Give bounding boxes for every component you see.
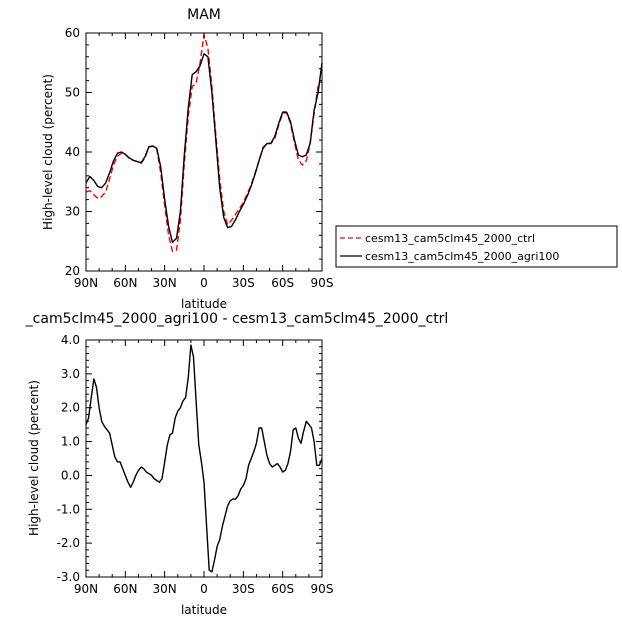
legend-box [335,225,618,268]
bottom-panel: _cam5clm45_2000_agri100 - cesm13_cam5clm… [25,311,449,617]
bottom-difference-line [85,344,323,573]
top-x-tick-label: 30S [232,276,255,290]
top-y-tick-label: 20 [65,264,80,278]
bottom-y-tick-label: 2.0 [61,401,80,415]
top-y-tick-label: 50 [65,86,80,100]
top-axes: 90N 60N 30N 0 30S 60S 90S 20 30 40 50 60 [65,26,334,290]
bottom-x-axis-label: latitude [181,603,227,617]
top-title: MAM [187,7,221,23]
top-x-tick-label: 60S [271,276,294,290]
bottom-title: _cam5clm45_2000_agri100 - cesm13_cam5clm… [25,311,449,327]
bottom-x-tick-label: 30N [153,582,177,596]
bottom-x-tick-label: 30S [232,582,255,596]
bottom-x-tick-label: 90N [74,582,98,596]
bottom-axes: 90N 60N 30N 0 30S 60S 90S 4.0 3.0 2.0 1.0 0.0 -1.0 -2… [57,333,334,596]
bottom-x-tick-label: 60N [113,582,137,596]
top-series-cesm13-cam5clm45-2000-agri100 [85,53,323,244]
bottom-x-tick-label: 90S [311,582,334,596]
legend-label-agri100: cesm13_cam5clm45_2000_agri100 [365,250,559,263]
top-x-tick-label: 30N [153,276,177,290]
bottom-y-tick-label: 4.0 [61,333,80,347]
legend-label-ctrl: cesm13_cam5clm45_2000_ctrl [365,232,535,245]
bottom-y-tick-label: 3.0 [61,367,80,381]
bottom-y-tick-label: 0.0 [61,468,80,482]
top-x-tick-label: 90S [311,276,334,290]
bottom-y-tick-label: 1.0 [61,435,80,449]
top-panel: MAM 90N 60N 30N 0 30S 60S 90S 20 30 40 50 60 latitu… [41,7,333,311]
bottom-y-tick-label: -3.0 [57,570,80,584]
bottom-y-tick-label: -2.0 [57,536,80,550]
top-x-tick-label: 90N [74,276,98,290]
bottom-y-tick-label: -1.0 [57,502,80,516]
top-y-tick-label: 60 [65,26,80,40]
legend: cesm13_cam5clm45_2000_ctrl cesm13_cam5cl… [335,225,618,268]
bottom-y-axis-label: High-level cloud (percent) [27,380,41,536]
bottom-x-tick-label: 0 [200,582,208,596]
bottom-series-group [85,344,323,573]
top-y-tick-label: 30 [65,205,80,219]
top-y-axis-label: High-level cloud (percent) [41,74,55,230]
bottom-x-tick-label: 60S [271,582,294,596]
top-y-tick-label: 40 [65,145,80,159]
top-x-tick-label: 60N [113,276,137,290]
top-x-axis-label: latitude [181,297,227,311]
top-x-tick-label: 0 [200,276,208,290]
